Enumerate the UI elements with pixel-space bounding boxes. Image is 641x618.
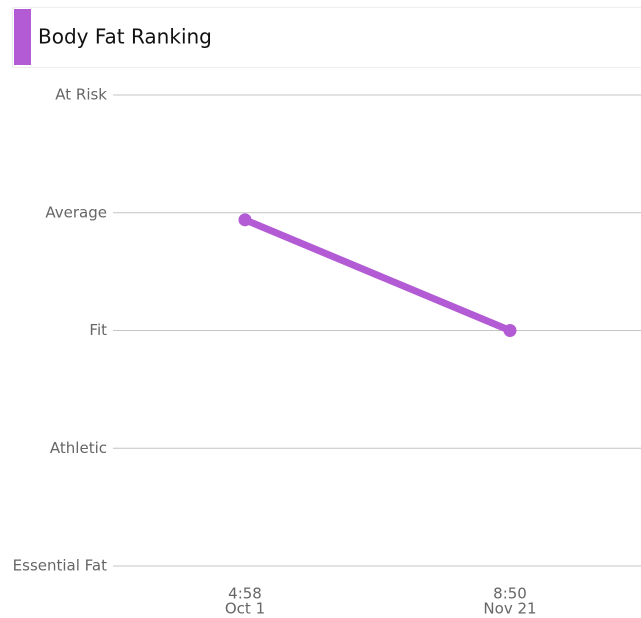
x-tick-label: Oct 1 bbox=[225, 600, 265, 618]
y-tick-label: Average bbox=[45, 203, 107, 221]
x-tick-label: Nov 21 bbox=[483, 600, 536, 618]
point bbox=[503, 324, 517, 337]
chart-title: Body Fat Ranking bbox=[38, 25, 212, 49]
point bbox=[238, 213, 252, 227]
y-tick-label: At Risk bbox=[55, 86, 107, 104]
x-tick-time: 4:58 bbox=[228, 585, 262, 603]
y-tick-label: Essential Fat bbox=[13, 557, 107, 575]
y-tick-label: Fit bbox=[89, 321, 107, 339]
line bbox=[241, 216, 514, 334]
x-tick-time: 8:50 bbox=[493, 585, 527, 603]
y-tick-label: Athletic bbox=[50, 439, 107, 457]
header-accent bbox=[14, 9, 31, 65]
header bbox=[12, 7, 641, 68]
